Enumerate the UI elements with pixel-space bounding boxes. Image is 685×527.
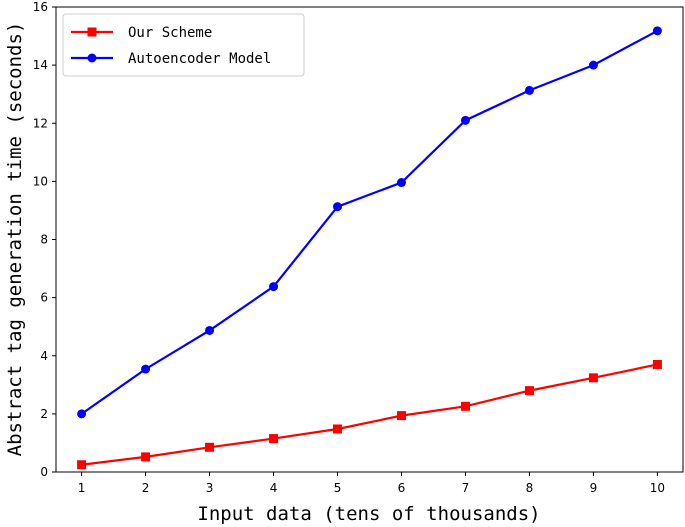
- data-point-autoencoder-model: [77, 409, 87, 419]
- series-layer: [77, 26, 662, 470]
- legend: Our Scheme Autoencoder Model: [62, 13, 305, 77]
- x-tick-label: 6: [398, 481, 406, 495]
- x-tick-label: 4: [270, 481, 278, 495]
- x-tick-label: 9: [590, 481, 598, 495]
- y-axis-label: Abstract tag generation time (seconds): [4, 22, 26, 457]
- data-point-autoencoder-model: [588, 60, 598, 70]
- data-point-autoencoder-model: [269, 282, 279, 292]
- y-tick-label: 16: [33, 0, 48, 14]
- legend-marker-our-scheme: [87, 27, 97, 37]
- y-tick-label: 2: [40, 407, 48, 421]
- x-tick-label: 5: [334, 481, 342, 495]
- legend-marker-autoencoder-model: [87, 53, 97, 63]
- series-line-autoencoder-model: [80, 29, 658, 415]
- x-tick-label: 8: [526, 481, 534, 495]
- data-point-autoencoder-model: [333, 202, 343, 212]
- x-tick-label: 3: [206, 481, 214, 495]
- y-tick-label: 6: [40, 291, 48, 305]
- y-tick-label: 12: [33, 116, 48, 130]
- data-point-autoencoder-model: [396, 178, 406, 188]
- y-tick-label: 10: [33, 174, 48, 188]
- y-tick-label: 8: [40, 233, 48, 247]
- plot-area: [55, 6, 684, 473]
- data-point-autoencoder-model: [205, 325, 215, 335]
- x-axis-ticks: 1 2 3 4 5 6 7 8 9 10: [78, 472, 665, 495]
- y-tick-label: 0: [40, 465, 48, 479]
- data-point-our-scheme: [524, 386, 534, 396]
- data-point-our-scheme: [77, 460, 87, 470]
- legend-label-our-scheme: Our Scheme: [128, 25, 212, 41]
- series-line-our-scheme: [81, 363, 658, 466]
- data-point-our-scheme: [460, 401, 470, 411]
- data-point-autoencoder-model: [141, 364, 151, 374]
- data-point-autoencoder-model: [460, 115, 470, 125]
- x-tick-label: 7: [462, 481, 470, 495]
- y-tick-label: 4: [40, 349, 48, 363]
- data-point-our-scheme: [652, 359, 662, 369]
- data-point-our-scheme: [588, 373, 598, 383]
- legend-box: [62, 13, 305, 77]
- data-point-our-scheme: [205, 442, 215, 452]
- data-point-our-scheme: [269, 434, 279, 444]
- data-point-our-scheme: [141, 452, 151, 462]
- x-axis-label: Input data (tens of thousands): [197, 503, 540, 525]
- y-tick-label: 14: [33, 58, 48, 72]
- data-point-autoencoder-model: [524, 85, 534, 95]
- y-axis-ticks: 0 2 4 6 8 10 12 14 16: [33, 0, 56, 479]
- data-point-our-scheme: [396, 411, 406, 421]
- x-tick-label: 2: [142, 481, 150, 495]
- legend-label-autoencoder-model: Autoencoder Model: [128, 51, 271, 67]
- x-tick-label: 1: [78, 481, 86, 495]
- data-point-autoencoder-model: [652, 26, 662, 36]
- data-point-our-scheme: [333, 424, 343, 434]
- x-tick-label: 10: [650, 481, 665, 495]
